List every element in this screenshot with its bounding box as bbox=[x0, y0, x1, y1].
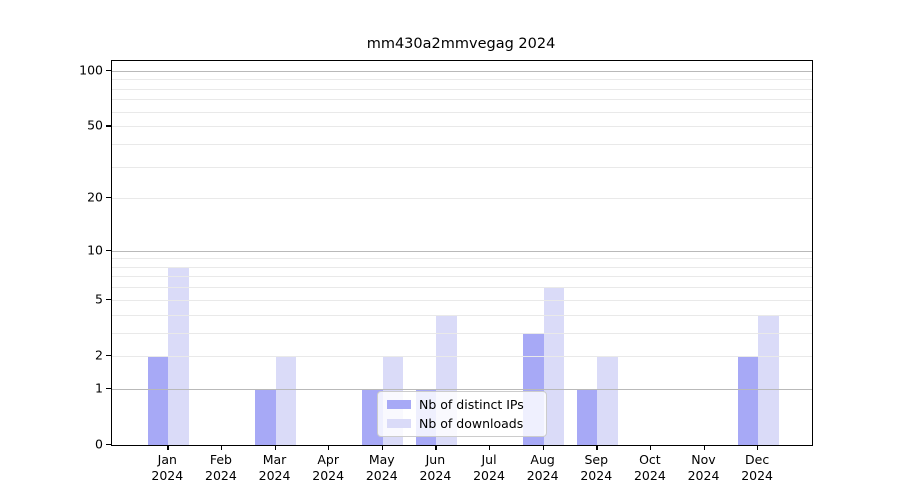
x-tick-mark-May-2024 bbox=[381, 445, 384, 450]
gridline-major-1 bbox=[112, 388, 812, 390]
legend-label-downloads: Nb of downloads bbox=[419, 416, 524, 431]
x-tick-label-Sep-2024: Sep 2024 bbox=[580, 452, 613, 484]
x-tick-mark-Feb-2024 bbox=[220, 445, 223, 450]
bar-downloads-Jan-2024 bbox=[168, 266, 189, 445]
y-tick-label-10: 10 bbox=[87, 242, 103, 258]
x-tick-label-Oct-2024: Oct 2024 bbox=[633, 452, 666, 484]
gridline-major-10 bbox=[112, 250, 812, 252]
y-tick-mark-1 bbox=[106, 387, 111, 390]
x-tick-label-Jun-2024: Jun 2024 bbox=[419, 452, 452, 484]
y-tick-mark-2 bbox=[106, 354, 111, 357]
gridline-minor-8 bbox=[112, 266, 812, 268]
x-tick-label-Apr-2024: Apr 2024 bbox=[312, 452, 345, 484]
x-tick-mark-Mar-2024 bbox=[274, 445, 276, 450]
x-tick-label-Nov-2024: Nov 2024 bbox=[687, 452, 720, 484]
y-tick-label-20: 20 bbox=[87, 189, 103, 205]
x-tick-label-Mar-2024: Mar 2024 bbox=[258, 452, 291, 484]
chart-title: mm430a2mmvegag 2024 bbox=[366, 36, 556, 52]
gridline-minor-6 bbox=[112, 287, 812, 289]
y-tick-label-0: 0 bbox=[95, 436, 103, 452]
gridline-minor-20 bbox=[112, 198, 812, 200]
y-tick-label-1: 1 bbox=[95, 380, 103, 396]
gridline-minor-2 bbox=[112, 355, 812, 357]
x-tick-mark-Jan-2024 bbox=[167, 445, 169, 450]
x-tick-mark-Sep-2024 bbox=[596, 445, 598, 450]
x-tick-label-Feb-2024: Feb 2024 bbox=[205, 452, 237, 484]
legend: Nb of distinct IPs Nb of downloads bbox=[377, 391, 547, 437]
bar-ips-Dec-2024 bbox=[737, 355, 759, 445]
legend-swatch-downloads bbox=[387, 419, 411, 428]
x-tick-mark-Oct-2024 bbox=[649, 445, 652, 450]
legend-item-distinct-ips: Nb of distinct IPs bbox=[387, 397, 537, 412]
gridline-minor-30 bbox=[112, 166, 812, 168]
gridline-minor-40 bbox=[112, 143, 812, 145]
x-tick-mark-Nov-2024 bbox=[703, 445, 705, 450]
gridline-minor-80 bbox=[112, 88, 812, 90]
x-tick-label-Jan-2024: Jan 2024 bbox=[151, 452, 184, 484]
gridline-minor-90 bbox=[112, 79, 812, 81]
x-tick-label-May-2024: May 2024 bbox=[365, 452, 398, 484]
gridline-minor-70 bbox=[112, 99, 812, 101]
x-tick-label-Jul-2024: Jul 2024 bbox=[473, 452, 505, 484]
bar-ips-Mar-2024 bbox=[255, 388, 276, 445]
x-tick-mark-Aug-2024 bbox=[542, 445, 544, 450]
legend-item-downloads: Nb of downloads bbox=[387, 416, 537, 431]
gridline-minor-60 bbox=[112, 111, 812, 113]
bar-downloads-Dec-2024 bbox=[758, 314, 779, 445]
bar-ips-Jan-2024 bbox=[147, 355, 169, 445]
gridline-minor-7 bbox=[112, 276, 812, 278]
bar-downloads-Sep-2024 bbox=[597, 355, 618, 445]
y-tick-mark-50 bbox=[106, 125, 111, 127]
gridline-minor-50 bbox=[112, 126, 812, 128]
y-tick-mark-5 bbox=[106, 298, 111, 301]
x-tick-label-Dec-2024: Dec 2024 bbox=[741, 452, 774, 484]
y-tick-mark-10 bbox=[106, 249, 111, 251]
gridline-minor-9 bbox=[112, 258, 812, 260]
x-tick-label-Aug-2024: Aug 2024 bbox=[526, 452, 559, 484]
gridline-minor-3 bbox=[112, 332, 812, 334]
bar-downloads-Aug-2024 bbox=[543, 287, 565, 445]
y-tick-label-100: 100 bbox=[79, 62, 103, 78]
legend-swatch-distinct-ips bbox=[387, 400, 411, 409]
gridline-minor-4 bbox=[112, 314, 812, 316]
gridline-major-100 bbox=[112, 70, 812, 72]
y-tick-mark-20 bbox=[106, 197, 111, 199]
x-tick-mark-Jun-2024 bbox=[435, 445, 437, 450]
legend-label-distinct-ips: Nb of distinct IPs bbox=[419, 397, 524, 412]
bar-ips-Sep-2024 bbox=[576, 388, 598, 445]
plot-area bbox=[111, 60, 813, 446]
x-tick-mark-Dec-2024 bbox=[757, 445, 759, 450]
y-tick-mark-100 bbox=[106, 69, 111, 72]
y-tick-label-2: 2 bbox=[95, 347, 103, 363]
y-tick-mark-0 bbox=[106, 444, 111, 446]
x-tick-mark-Apr-2024 bbox=[328, 445, 330, 450]
x-tick-mark-Jul-2024 bbox=[489, 445, 491, 450]
bar-downloads-Mar-2024 bbox=[275, 355, 297, 445]
gridline-minor-5 bbox=[112, 299, 812, 301]
y-tick-label-5: 5 bbox=[95, 291, 103, 307]
y-tick-label-50: 50 bbox=[87, 117, 103, 133]
